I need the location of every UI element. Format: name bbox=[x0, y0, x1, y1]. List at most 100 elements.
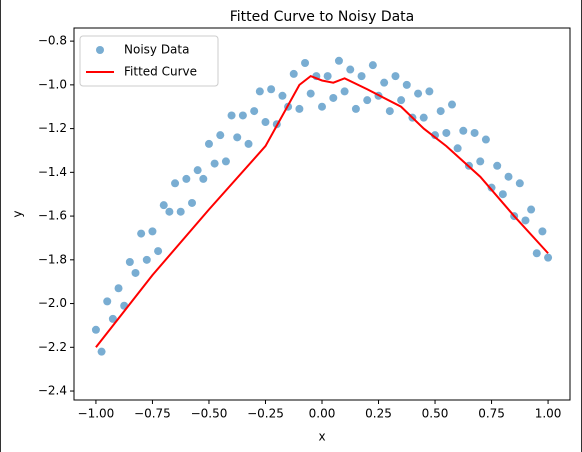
y-tick-label: −2.2 bbox=[38, 340, 67, 354]
data-point bbox=[193, 166, 202, 175]
data-point bbox=[329, 93, 338, 102]
data-point bbox=[431, 131, 440, 140]
data-point bbox=[278, 91, 287, 100]
legend-label: Fitted Curve bbox=[124, 65, 197, 79]
data-point bbox=[125, 258, 134, 267]
data-point bbox=[397, 96, 406, 105]
data-point bbox=[182, 174, 191, 183]
data-point bbox=[318, 102, 326, 111]
data-point bbox=[323, 72, 332, 81]
data-point bbox=[210, 159, 219, 168]
x-tick-label: −0.25 bbox=[247, 407, 284, 421]
x-tick-label: 0.00 bbox=[309, 407, 336, 421]
data-point bbox=[527, 205, 536, 214]
data-point bbox=[204, 139, 213, 148]
data-point bbox=[142, 255, 151, 264]
data-point bbox=[402, 80, 411, 89]
x-tick-label: 1.00 bbox=[535, 407, 562, 421]
data-point bbox=[334, 56, 343, 65]
x-tick-label: −0.50 bbox=[191, 407, 228, 421]
x-tick-label: −1.00 bbox=[78, 407, 115, 421]
data-point bbox=[188, 198, 197, 207]
data-point bbox=[391, 72, 400, 81]
data-point bbox=[436, 107, 445, 116]
data-point bbox=[221, 157, 230, 166]
y-tick-label: −2.4 bbox=[38, 384, 67, 398]
data-point bbox=[380, 78, 389, 87]
data-point bbox=[351, 104, 360, 113]
data-point bbox=[453, 144, 462, 153]
data-point bbox=[414, 89, 423, 98]
data-point bbox=[255, 87, 264, 96]
legend-box bbox=[79, 35, 219, 87]
data-point bbox=[165, 207, 174, 216]
data-point bbox=[148, 227, 157, 236]
data-point bbox=[357, 72, 366, 81]
data-point bbox=[159, 201, 168, 210]
fitted-line bbox=[95, 74, 549, 348]
data-point bbox=[261, 118, 270, 127]
data-point bbox=[171, 179, 180, 188]
data-point bbox=[301, 58, 310, 67]
data-point bbox=[108, 314, 117, 323]
y-tick-label: −0.8 bbox=[38, 34, 67, 48]
data-point bbox=[363, 96, 372, 105]
data-point bbox=[368, 61, 377, 70]
data-point bbox=[498, 190, 507, 199]
data-point bbox=[295, 104, 304, 113]
y-axis-label: y bbox=[11, 210, 25, 217]
data-point bbox=[267, 85, 276, 94]
chart-title: Fitted Curve to Noisy Data bbox=[230, 9, 415, 25]
y-tick-label: −2.0 bbox=[38, 296, 67, 310]
data-point bbox=[538, 227, 547, 236]
data-point bbox=[447, 100, 456, 109]
data-point bbox=[340, 87, 349, 96]
data-point bbox=[385, 107, 394, 116]
data-point bbox=[470, 128, 479, 137]
legend-marker bbox=[96, 46, 104, 54]
data-point bbox=[521, 216, 530, 225]
data-point bbox=[419, 113, 428, 122]
data-point bbox=[137, 229, 146, 238]
data-point bbox=[91, 325, 100, 334]
data-point bbox=[493, 161, 502, 170]
data-point bbox=[476, 157, 485, 166]
y-tick-label: −1.0 bbox=[38, 77, 67, 91]
data-point bbox=[176, 207, 185, 216]
y-tick-label: −1.2 bbox=[38, 121, 67, 135]
data-point bbox=[250, 107, 259, 116]
data-point bbox=[346, 65, 355, 74]
data-point bbox=[199, 174, 208, 183]
y-tick-label: −1.4 bbox=[38, 165, 67, 179]
y-tick-label: −1.6 bbox=[38, 209, 67, 223]
x-tick-label: 0.50 bbox=[422, 407, 449, 421]
data-point bbox=[244, 139, 253, 148]
data-point bbox=[425, 87, 434, 96]
x-tick-label: 0.25 bbox=[365, 407, 392, 421]
data-point bbox=[504, 172, 513, 181]
data-point bbox=[515, 179, 524, 188]
data-point bbox=[233, 133, 242, 142]
x-tick-label: −0.75 bbox=[134, 407, 171, 421]
data-point bbox=[306, 89, 315, 98]
x-axis-label: x bbox=[318, 430, 325, 444]
data-point bbox=[459, 126, 468, 135]
data-point bbox=[532, 249, 541, 258]
data-point bbox=[487, 183, 496, 192]
data-point bbox=[481, 135, 490, 144]
legend-label: Noisy Data bbox=[124, 43, 189, 57]
x-tick-label: 0.75 bbox=[478, 407, 505, 421]
y-tick-label: −1.8 bbox=[38, 252, 67, 266]
data-point bbox=[103, 297, 112, 306]
data-point bbox=[442, 128, 451, 137]
data-point bbox=[544, 253, 553, 262]
data-point bbox=[227, 111, 236, 120]
data-point bbox=[97, 347, 106, 356]
data-point bbox=[238, 111, 247, 120]
data-point bbox=[289, 69, 298, 78]
data-point bbox=[216, 131, 225, 140]
data-point bbox=[131, 268, 140, 277]
data-point bbox=[154, 247, 163, 256]
data-point bbox=[114, 284, 123, 293]
